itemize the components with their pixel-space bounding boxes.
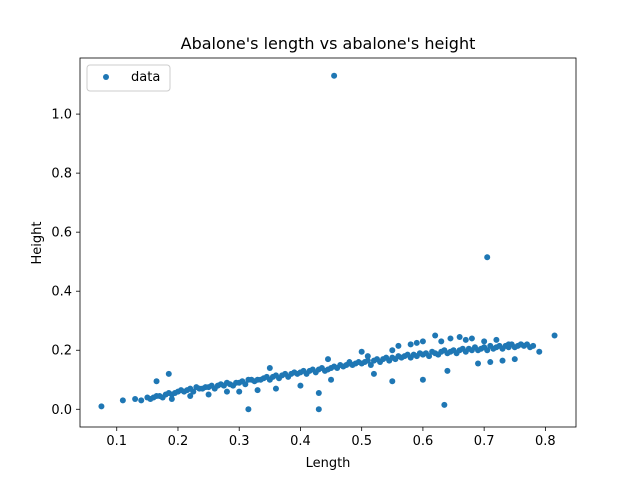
x-tick-label: 0.6 [413, 434, 434, 449]
data-point [358, 348, 365, 355]
data-point [456, 333, 463, 340]
x-tick-label: 0.2 [168, 434, 189, 449]
data-point [484, 254, 491, 261]
data-point [407, 341, 414, 348]
data-point [236, 388, 243, 395]
data-point [517, 341, 524, 348]
y-tick-label: 0.8 [51, 167, 72, 182]
data-point [297, 382, 304, 389]
data-point [468, 335, 475, 342]
data-point [389, 378, 396, 385]
data-point [444, 367, 451, 374]
chart-title: Abalone's length vs abalone's height [181, 34, 476, 53]
data-point [462, 336, 469, 343]
x-tick-label: 0.3 [229, 434, 250, 449]
data-point [315, 390, 322, 397]
data-point [223, 388, 230, 395]
x-axis-label: Length [306, 456, 351, 471]
data-point [536, 348, 543, 355]
data-point [551, 332, 558, 339]
data-point [419, 376, 426, 383]
data-point [266, 364, 273, 371]
data-point [187, 393, 194, 399]
axes-frame [79, 57, 577, 428]
x-tick-label: 0.4 [290, 434, 311, 449]
data-point [168, 395, 175, 402]
data-points [98, 72, 558, 413]
legend-box [86, 64, 171, 92]
data-point [254, 387, 261, 394]
data-point [132, 395, 139, 402]
data-point [511, 356, 518, 363]
data-point [484, 347, 491, 354]
y-tick-label: 0.2 [51, 344, 72, 359]
data-point [245, 406, 252, 413]
data-point [364, 357, 371, 364]
data-point [413, 339, 420, 346]
x-ticks: 0.1 0.2 0.3 0.4 0.5 0.6 0.7 0.8 [106, 427, 556, 449]
y-ticks: 0.0 0.2 0.4 0.6 0.8 1.0 [51, 108, 80, 418]
data-point [530, 342, 537, 349]
data-point [487, 359, 494, 366]
data-point [315, 406, 322, 413]
y-tick-label: 0.4 [51, 285, 72, 300]
data-point [432, 332, 439, 339]
data-point [346, 359, 353, 366]
data-point [438, 338, 445, 345]
data-point [481, 338, 488, 345]
data-point [328, 376, 335, 383]
x-tick-label: 0.7 [474, 434, 495, 449]
data-point [325, 356, 331, 363]
data-point [426, 353, 433, 360]
data-point [395, 342, 402, 349]
y-axis-label: Height [30, 222, 45, 265]
data-point [505, 341, 512, 348]
data-point [242, 381, 249, 388]
data-point [370, 370, 377, 377]
data-point [190, 388, 197, 395]
data-point [419, 338, 426, 345]
data-point [272, 385, 279, 392]
data-point [367, 362, 374, 369]
y-tick-label: 0.0 [51, 403, 72, 418]
x-tick-label: 0.1 [106, 434, 127, 449]
plot-area [80, 58, 576, 427]
data-point [475, 360, 482, 367]
data-point [153, 378, 160, 385]
legend: data [86, 64, 171, 92]
data-point [447, 335, 454, 342]
y-tick-label: 0.6 [51, 226, 72, 241]
data-point [119, 397, 126, 404]
data-point [499, 357, 506, 364]
data-point [138, 397, 145, 404]
data-point [165, 370, 172, 377]
data-point [493, 336, 500, 343]
data-point [364, 353, 371, 360]
data-point [389, 347, 396, 354]
data-point [205, 391, 212, 398]
legend-label: data [131, 70, 160, 85]
data-point [98, 403, 105, 410]
data-point [441, 401, 448, 408]
x-tick-label: 0.5 [351, 434, 372, 449]
y-tick-label: 1.0 [51, 108, 72, 123]
x-tick-label: 0.8 [535, 434, 556, 449]
data-point [331, 72, 338, 79]
legend-marker [103, 74, 109, 80]
